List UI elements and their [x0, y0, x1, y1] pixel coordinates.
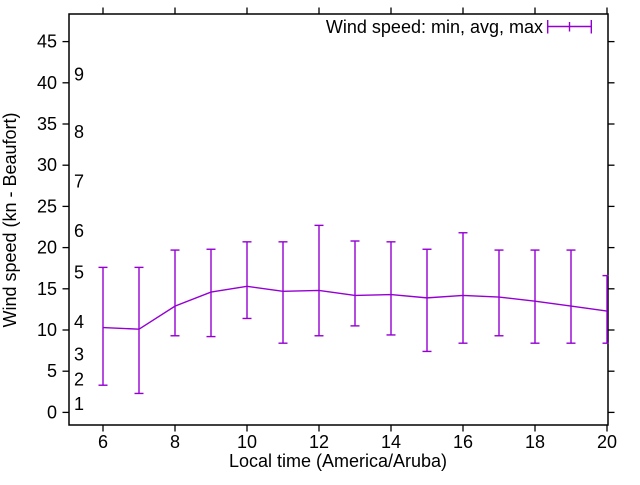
y-tick-label: 15 — [37, 279, 57, 299]
y-tick-label: 5 — [47, 361, 57, 381]
y-tick-label: 20 — [37, 238, 57, 258]
beaufort-label: 7 — [74, 172, 84, 192]
y-tick-label: 30 — [37, 155, 57, 175]
beaufort-label: 3 — [74, 345, 84, 365]
legend-sample-errorbar-glyph — [547, 20, 592, 34]
x-tick-label: 18 — [525, 432, 545, 452]
beaufort-label: 8 — [74, 122, 84, 142]
beaufort-label: 5 — [74, 262, 84, 282]
beaufort-label: 4 — [74, 312, 84, 332]
axis-ticks-group — [62, 7, 615, 432]
avg-wind-speed-line — [102, 285, 608, 330]
x-tick-label: 12 — [309, 432, 329, 452]
plot-border — [68, 13, 609, 426]
y-tick-label: 40 — [37, 73, 57, 93]
x-tick-label: 6 — [98, 432, 108, 452]
beaufort-label: 1 — [74, 394, 84, 414]
y-tick-label: 25 — [37, 196, 57, 216]
y-tick-label: 35 — [37, 114, 57, 134]
beaufort-label: 6 — [74, 221, 84, 241]
y-tick-label: 45 — [37, 32, 57, 52]
y-axis-title: Wind speed (kn - Beaufort) — [0, 112, 20, 327]
x-tick-label: 20 — [597, 432, 617, 452]
x-tick-label: 10 — [237, 432, 257, 452]
y-tick-label: 10 — [37, 320, 57, 340]
wind-series-group — [98, 224, 609, 395]
legend-label: Wind speed: min, avg, max — [326, 17, 543, 37]
beaufort-label: 9 — [74, 65, 84, 85]
beaufort-scale-labels-group: 1 2 3 4 5 6 7 8 9 — [74, 65, 84, 415]
x-axis-title: Local time (America/Aruba) — [229, 451, 447, 471]
x-tick-label: 8 — [170, 432, 180, 452]
x-tick-label: 16 — [453, 432, 473, 452]
y-tick-label: 0 — [47, 402, 57, 422]
beaufort-label: 2 — [74, 369, 84, 389]
x-tick-label: 14 — [381, 432, 401, 452]
